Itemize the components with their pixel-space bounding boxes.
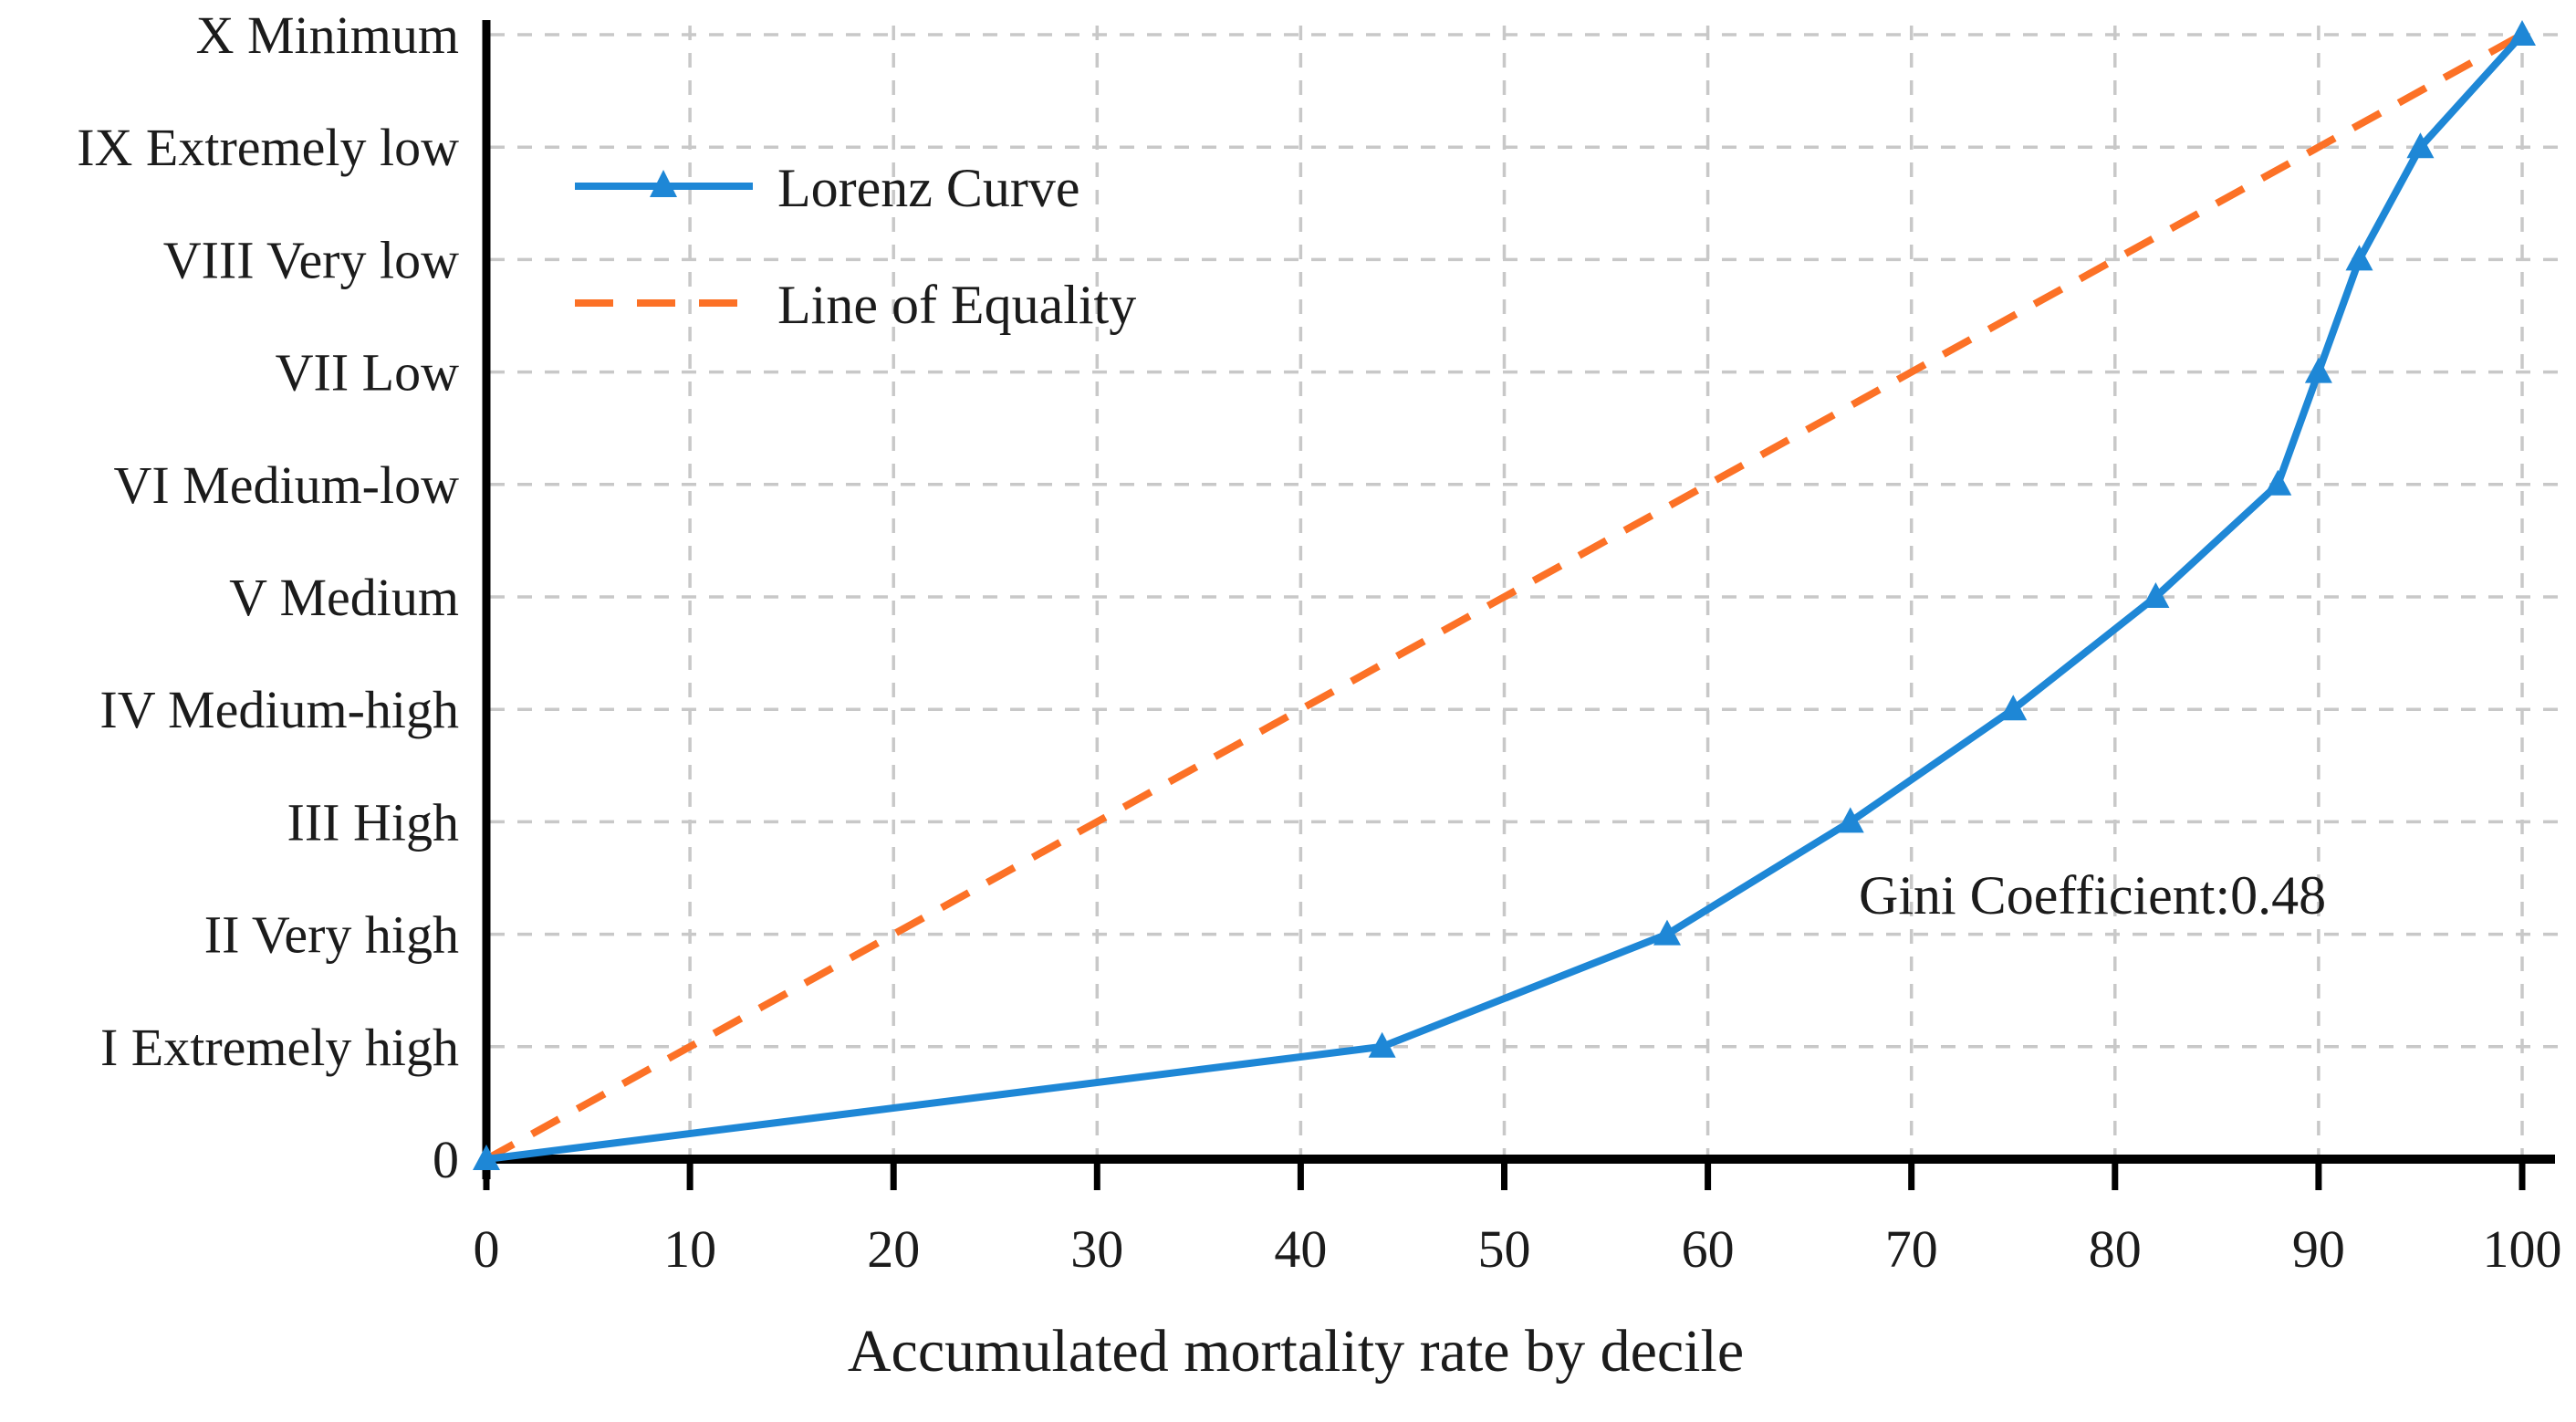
y-axis-label: X Minimum [196, 5, 459, 65]
y-axis-label: II Very high [204, 905, 459, 965]
y-axis-label: 0 [433, 1130, 459, 1189]
y-axis-label: I Extremely high [100, 1018, 459, 1077]
x-tick-label: 50 [1478, 1219, 1531, 1279]
lorenz-marker [2142, 582, 2170, 608]
x-tick-label: 100 [2483, 1219, 2562, 1279]
legend-lorenz-marker-icon [650, 170, 677, 197]
y-axis-label: VII Low [276, 343, 459, 403]
x-axis-title: Accumulated mortality rate by decile [848, 1318, 1744, 1385]
y-axis-label: VIII Very low [163, 230, 459, 289]
legend-label-lorenz: Lorenz Curve [777, 158, 1080, 218]
y-axis-label: IV Medium-high [99, 680, 459, 739]
lorenz-marker [2406, 132, 2435, 159]
legend: Lorenz Curve Line of Equality [575, 158, 1136, 335]
lorenz-marker [2264, 469, 2292, 496]
y-axis-category-labels: 0 I Extremely high II Very high III High IV … [77, 5, 459, 1189]
y-axis-label: V Medium [229, 568, 459, 627]
x-tick-label: 10 [663, 1219, 716, 1279]
x-tick-label: 40 [1274, 1219, 1327, 1279]
lorenz-marker [1836, 807, 1864, 833]
x-axis-ticks [483, 1159, 2526, 1190]
x-tick-label: 90 [2292, 1219, 2345, 1279]
lorenz-marker [1653, 919, 1681, 946]
lorenz-curve-markers [473, 20, 2536, 1170]
x-tick-label: 80 [2089, 1219, 2142, 1279]
legend-label-equality: Line of Equality [777, 275, 1136, 335]
line-of-equality [485, 31, 2524, 1163]
x-tick-label: 30 [1070, 1219, 1123, 1279]
x-tick-label: 60 [1682, 1219, 1735, 1279]
y-axis-label: VI Medium-low [113, 455, 459, 515]
lorenz-marker [2345, 245, 2373, 271]
lorenz-marker [2304, 357, 2332, 383]
gini-coefficient-annotation: Gini Coefficient:0.48 [1859, 865, 2326, 925]
lorenz-marker [1368, 1031, 1396, 1058]
x-tick-label: 70 [1885, 1219, 1938, 1279]
y-axis-label: III High [287, 792, 459, 852]
x-tick-label: 20 [867, 1219, 920, 1279]
horizontal-gridlines [490, 33, 2560, 1049]
x-axis-tick-labels: 0 10 20 30 40 50 60 70 80 90 100 [474, 1219, 2562, 1279]
lorenz-marker [473, 1145, 500, 1170]
lorenz-marker [2508, 20, 2536, 46]
lorenz-marker [1999, 695, 2028, 721]
x-tick-label: 0 [474, 1219, 500, 1279]
vertical-gridlines [688, 26, 2524, 1159]
y-axis-label: IX Extremely low [77, 118, 459, 177]
